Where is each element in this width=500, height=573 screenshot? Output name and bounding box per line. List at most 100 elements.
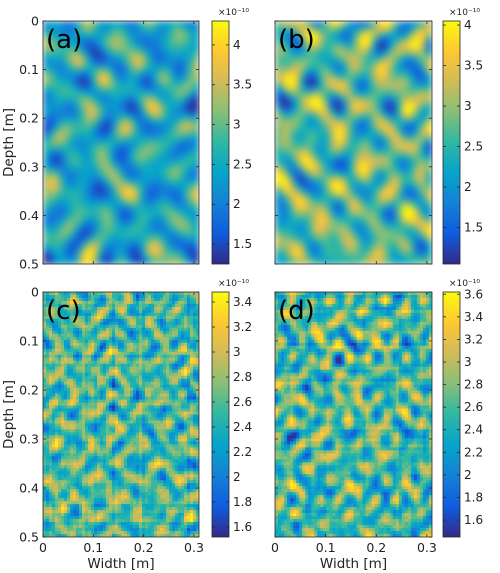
heatmap-cell <box>196 366 199 371</box>
heatmap-cell <box>91 165 98 173</box>
heatmap-cell <box>154 420 158 425</box>
heatmap-cell <box>353 165 361 173</box>
heatmap-cell <box>317 200 324 207</box>
heatmap-cell <box>88 420 92 425</box>
heatmap-cell <box>76 384 80 389</box>
heatmap-cell <box>425 206 432 213</box>
heatmap-cell <box>281 235 288 242</box>
heatmap-cell <box>160 375 164 380</box>
heatmap-cell <box>154 390 158 395</box>
heatmap-cell <box>85 183 92 190</box>
heatmap-cell <box>115 252 122 259</box>
heatmap-cell <box>383 223 391 230</box>
heatmap-cell <box>76 444 80 448</box>
heatmap-cell <box>79 119 86 126</box>
heatmap-cell <box>145 321 149 326</box>
heatmap-cell <box>323 252 330 259</box>
heatmap-cell <box>142 420 146 425</box>
heatmap-cell <box>317 142 324 149</box>
heatmap-cell <box>118 309 122 314</box>
heatmap-cell <box>118 333 122 338</box>
heatmap-cell <box>187 136 194 144</box>
heatmap-cell <box>133 171 140 178</box>
heatmap-cell <box>157 32 164 39</box>
heatmap-cell <box>97 200 104 207</box>
heatmap-cell <box>88 390 92 395</box>
heatmap-cell <box>61 26 68 34</box>
heatmap-cell <box>281 171 288 178</box>
heatmap-cell <box>112 429 116 434</box>
heatmap-cell <box>91 426 95 431</box>
heatmap-cell <box>73 435 77 439</box>
heatmap-cell <box>196 435 199 439</box>
heatmap-cell <box>73 336 77 341</box>
heatmap-cell <box>94 366 98 371</box>
heatmap-cell <box>76 303 80 308</box>
heatmap-cell <box>49 165 56 173</box>
heatmap-cell <box>76 372 80 377</box>
heatmap-cell <box>281 26 288 34</box>
heatmap-cell <box>163 444 167 448</box>
heatmap-cell <box>151 426 155 431</box>
heatmap-cell <box>181 393 185 398</box>
heatmap-cell <box>55 444 59 448</box>
heatmap-cell <box>52 292 56 296</box>
heatmap-cell <box>163 360 167 365</box>
heatmap-cell <box>97 297 101 302</box>
heatmap-cell <box>193 49 199 57</box>
heatmap-cell <box>55 55 62 63</box>
heatmap-cell <box>335 223 343 230</box>
heatmap-cell <box>64 390 68 395</box>
heatmap-cell <box>145 420 149 425</box>
heatmap-cell <box>323 73 330 80</box>
heatmap-cell <box>67 300 71 305</box>
heatmap-cell <box>299 159 306 167</box>
heatmap-cell <box>85 378 89 383</box>
heatmap-cell <box>389 78 397 86</box>
heatmap-cell <box>118 429 122 434</box>
heatmap-cell <box>133 21 140 28</box>
heatmap-cell <box>55 130 62 138</box>
heatmap-cell <box>166 312 170 317</box>
heatmap-cell <box>139 375 143 380</box>
heatmap-cell <box>187 393 191 398</box>
heatmap-cell <box>172 417 176 422</box>
heatmap-cell <box>67 136 74 144</box>
heatmap-cell <box>145 306 149 311</box>
heatmap-cell <box>76 393 80 398</box>
heatmap-cell <box>106 372 110 377</box>
heatmap-cell <box>136 366 140 371</box>
heatmap-cell <box>166 327 170 332</box>
heatmap-cell <box>160 336 164 341</box>
heatmap-cell <box>58 366 62 371</box>
heatmap-cell <box>112 375 116 380</box>
heatmap-cell <box>85 396 89 401</box>
heatmap-cell <box>130 399 134 404</box>
heatmap-cell <box>97 387 101 392</box>
heatmap-cell <box>103 387 107 392</box>
heatmap-cell <box>112 435 116 439</box>
heatmap-cell <box>184 378 188 383</box>
heatmap-cell <box>121 148 128 155</box>
heatmap-cell <box>55 351 59 356</box>
heatmap-cell <box>187 426 191 431</box>
heatmap-cell <box>172 396 176 401</box>
heatmap-cell <box>335 32 343 39</box>
heatmap-cell <box>181 432 185 437</box>
heatmap-cell <box>55 318 59 323</box>
heatmap-cell <box>64 381 68 386</box>
heatmap-cell <box>281 246 288 254</box>
heatmap-cell <box>181 26 188 34</box>
heatmap-cell <box>67 96 74 103</box>
heatmap-cell <box>365 217 373 225</box>
heatmap-cell <box>43 229 50 236</box>
heatmap-cell <box>97 327 101 332</box>
heatmap-cell <box>275 171 282 178</box>
heatmap-cell <box>184 444 188 448</box>
heatmap-cell <box>55 78 62 86</box>
heatmap-cell <box>103 165 110 173</box>
heatmap-cell <box>70 414 74 419</box>
heatmap-cell <box>85 223 92 230</box>
heatmap-cell <box>118 292 122 296</box>
